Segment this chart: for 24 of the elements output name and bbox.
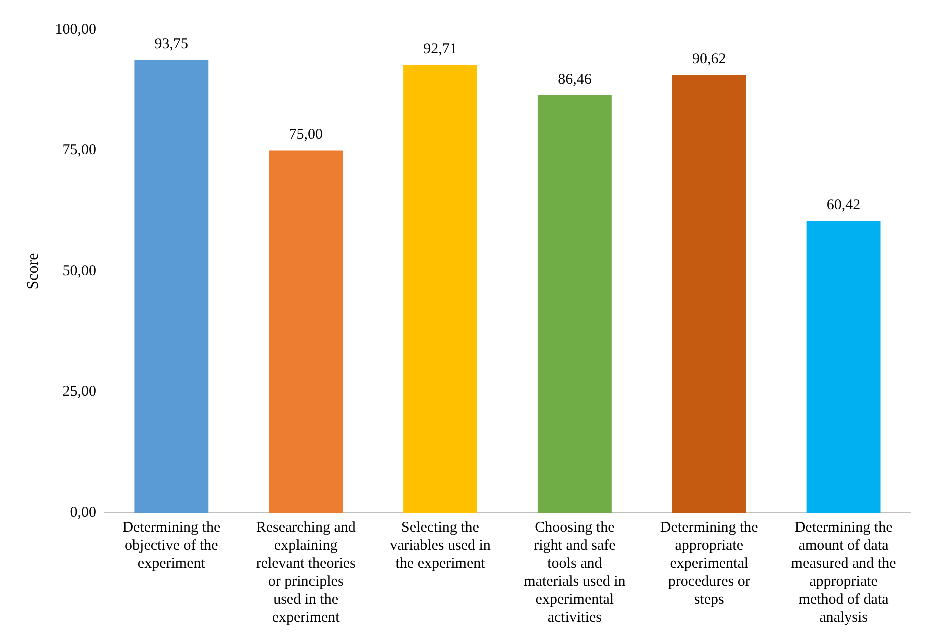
data-label: 60,42 [826,198,861,214]
data-label: 86,46 [558,72,592,88]
x-tick-label: Determining the objective of the experiment [122,520,221,572]
x-tick-label: Determining the amount of data measured and the appropriate method of data analysis [791,520,897,626]
x-tick-label: Choosing the right and safe tools and materials used in experimental activities [524,520,626,626]
bar [672,75,746,513]
bar [806,221,881,513]
bar [404,65,478,513]
data-label: 90,62 [692,52,726,68]
y-axis-title: Score [24,253,42,290]
bar [134,60,209,513]
y-tick-label: 100,00 [55,22,96,38]
y-tick-label: 0,00 [70,504,96,521]
x-tick-label: Researching and explaining relevant theories or principles used in the experiment [256,520,356,626]
x-tick-label: Determining the appropriate experimental procedures or steps [660,520,759,608]
data-label: 75,00 [289,127,323,144]
y-tick-label: 75,00 [62,142,96,159]
bar [538,95,612,513]
data-label: 93,75 [154,36,189,53]
bar [269,150,344,513]
y-tick-label: 50,00 [62,263,96,280]
x-tick-label: Selecting the variables used in the experiment [390,520,492,572]
data-label: 92,71 [424,42,458,58]
y-tick-label: 25,00 [62,384,96,400]
